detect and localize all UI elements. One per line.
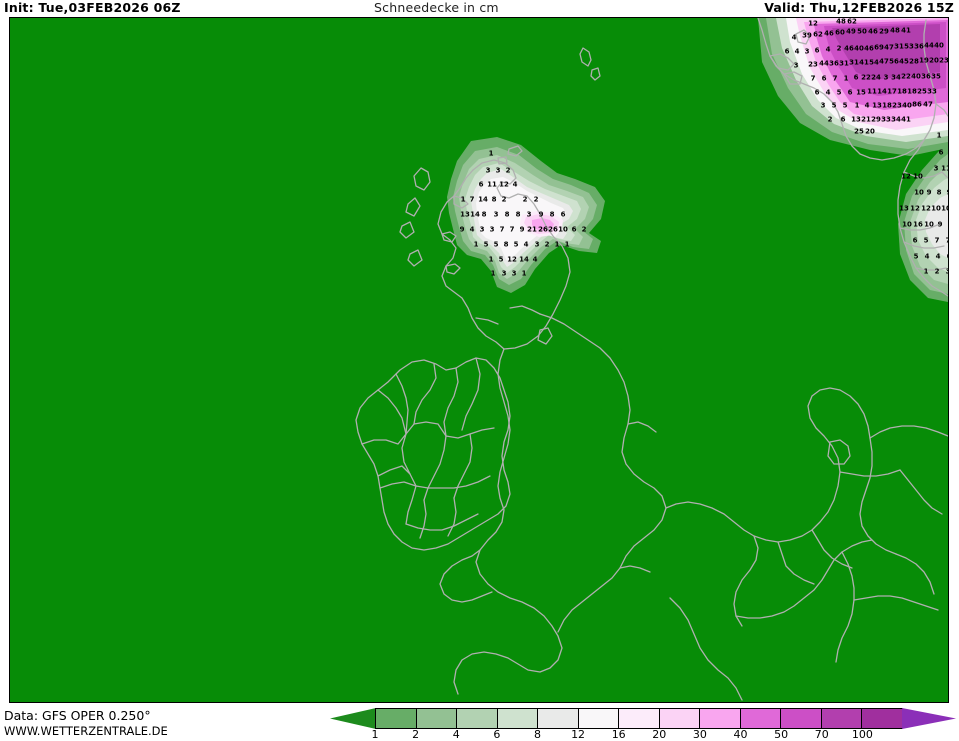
legend-swatch — [700, 709, 741, 728]
legend-swatch — [781, 709, 822, 728]
legend-tick: 6 — [493, 728, 501, 741]
website-label: WWW.WETTERZENTRALE.DE — [4, 724, 168, 738]
coastlines — [355, 18, 948, 701]
map-canvas — [10, 18, 948, 702]
legend-tick: 2 — [412, 728, 420, 741]
legend-swatch — [497, 709, 539, 728]
legend-tick: 12 — [571, 728, 586, 741]
legend-tick: 30 — [692, 728, 707, 741]
init-time-label: Init: Tue,03FEB2026 06Z — [4, 0, 181, 15]
data-source-label: Data: GFS OPER 0.250° — [4, 708, 151, 723]
legend-swatch — [821, 709, 863, 728]
color-scale-legend: 1 2 4 6 8 12 16 20 30 40 50 70 100 — [330, 708, 956, 741]
valid-time-label: Valid: Thu,12FEB2026 15Z — [764, 0, 954, 15]
legend-swatch — [375, 709, 417, 728]
legend-tick: 1 — [371, 728, 379, 741]
legend-swatch — [538, 709, 579, 728]
legend-tick-labels: 1 2 4 6 8 12 16 20 30 40 50 70 100 — [371, 728, 903, 741]
legend-swatch — [619, 709, 660, 728]
legend-tick: 4 — [452, 728, 460, 741]
map-background — [10, 18, 948, 702]
legend-swatch — [416, 709, 458, 728]
legend-tick: 70 — [814, 728, 829, 741]
page-title: Schneedecke in cm — [374, 0, 499, 15]
legend-tick: 50 — [774, 728, 789, 741]
legend-tick: 20 — [652, 728, 667, 741]
legend-tick: 100 — [851, 728, 873, 741]
legend-tick: 40 — [733, 728, 748, 741]
legend-tick: 8 — [533, 728, 541, 741]
legend-underflow-arrow — [330, 708, 376, 729]
legend-tick: 16 — [611, 728, 626, 741]
legend-swatch — [578, 709, 620, 728]
snow-field-scotland — [447, 137, 605, 293]
legend-overflow-arrow — [902, 708, 956, 729]
legend-color-bar — [375, 708, 903, 729]
legend-swatch — [740, 709, 782, 728]
snow-field-norway — [758, 18, 948, 156]
weather-map[interactable]: 1 3 3 2 6 11 12 4 1 7 14 8 2 2 2 13 14 8 3 8 8 3 9 8 6 9 4 3 3 7 7 9 21 2… — [9, 17, 949, 703]
map-header: Init: Tue,03FEB2026 06Z Schneedecke in c… — [0, 0, 959, 17]
legend-swatch — [862, 709, 903, 728]
legend-swatch — [457, 709, 498, 728]
legend-swatch — [659, 709, 701, 728]
